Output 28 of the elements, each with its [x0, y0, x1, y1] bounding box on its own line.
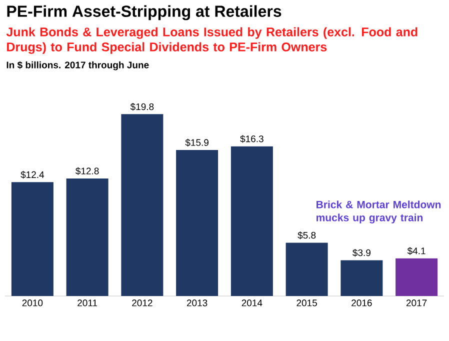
bar — [121, 114, 164, 296]
bar — [176, 150, 218, 296]
x-tick-label: 2013 — [186, 300, 208, 306]
text: In $ billions. 2017 through June — [6, 61, 149, 70]
bar — [340, 260, 383, 296]
data-label: $15.9 — [185, 138, 208, 146]
x-tick-label: 2016 — [352, 300, 372, 306]
x-tick-label: 2010 — [22, 300, 43, 306]
x-tick-label: 2012 — [132, 300, 152, 306]
x-tick-label: 2015 — [296, 300, 317, 306]
data-label: $3.9 — [352, 248, 370, 257]
data-label: $4.1 — [407, 247, 426, 255]
data-label: $16.3 — [240, 135, 264, 143]
bar — [230, 146, 273, 296]
data-label: $12.4 — [20, 170, 44, 179]
chart-title: PE-Firm Asset-Stripping at Retailers — [7, 5, 282, 20]
bar — [286, 242, 328, 296]
bar — [11, 182, 54, 296]
chart-subtitle: Junk Bonds & Leveraged Loans Issued by Retailers (excl. Food and Drugs) to Fund Special Dividends to PE-Firm Owners — [6, 27, 418, 54]
bar — [66, 178, 108, 296]
annotation: Brick & Mortar Meltdown mucks up gravy train — [316, 200, 441, 224]
data-label: $12.8 — [76, 167, 99, 175]
x-tick-label: 2017 — [406, 300, 427, 306]
x-tick-label: 2014 — [242, 300, 262, 306]
bar — [396, 258, 438, 296]
data-label: $5.8 — [298, 232, 316, 240]
data-label: $19.8 — [130, 102, 154, 111]
x-tick-label: 2011 — [78, 300, 98, 306]
